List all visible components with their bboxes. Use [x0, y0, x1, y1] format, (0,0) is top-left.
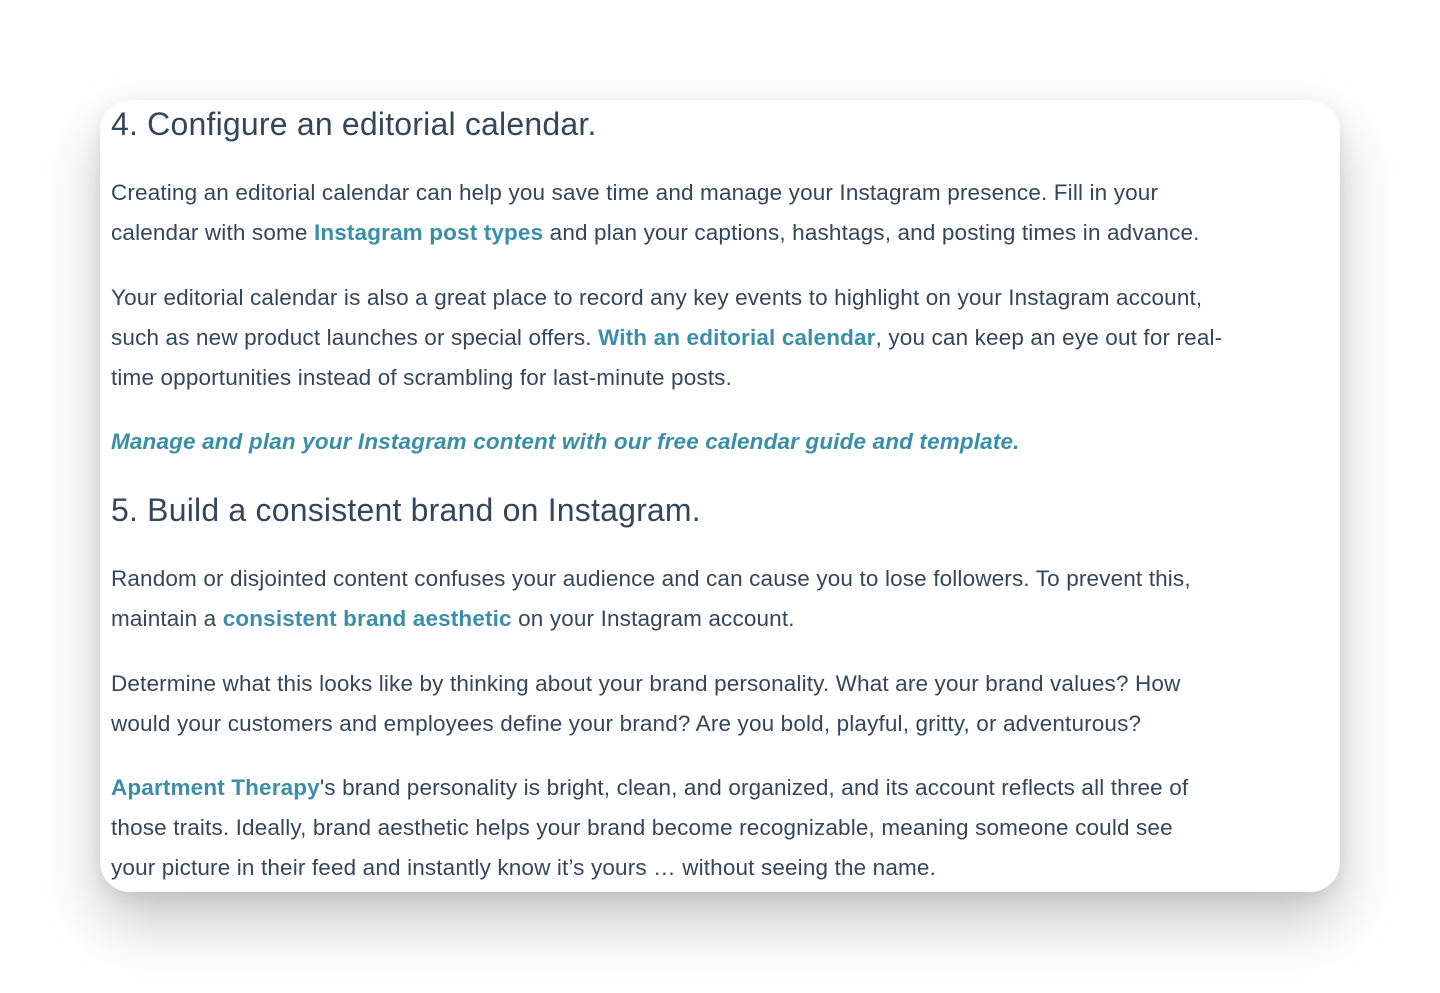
section-4-paragraph-1: Creating an editorial calendar can help … [111, 173, 1200, 253]
text-line: Random or disjointed content confuses yo… [111, 566, 1191, 591]
section-5-paragraph-1: Random or disjointed content confuses yo… [111, 559, 1191, 639]
instagram-post-types-link[interactable]: Instagram post types [313, 220, 544, 245]
text-line: those traits. Ideally, brand aesthetic h… [111, 815, 1173, 840]
text: maintain a [111, 606, 223, 631]
text-line: calendar with some Instagram post types … [111, 213, 1200, 253]
text-line: would your customers and employees defin… [111, 711, 1142, 736]
text-line: Your editorial calendar is also a great … [111, 285, 1203, 310]
calendar-guide-link[interactable]: Manage and plan your Instagram content w… [111, 429, 1020, 454]
text: , you can keep an eye out for real- [875, 325, 1223, 350]
text: such as new product launches or special … [111, 325, 599, 350]
section-5-heading: 5. Build a consistent brand on Instagram… [111, 492, 701, 528]
text: 's brand personality is bright, clean, a… [319, 775, 1189, 800]
text-line: your picture in their feed and instantly… [111, 855, 936, 880]
text-line: time opportunities instead of scrambling… [111, 365, 732, 390]
article-card: 4. Configure an editorial calendar. Crea… [100, 100, 1340, 892]
text: and plan your captions, hashtags, and po… [543, 220, 1200, 245]
section-5-paragraph-2: Determine what this looks like by thinki… [111, 664, 1180, 744]
section-4-heading: 4. Configure an editorial calendar. [111, 106, 597, 142]
text-line: Determine what this looks like by thinki… [111, 671, 1181, 696]
calendar-guide-cta: Manage and plan your Instagram content w… [111, 422, 1020, 462]
text: on your Instagram account. [511, 606, 795, 631]
text-line: maintain a consistent brand aesthetic on… [111, 599, 1191, 639]
apartment-therapy-link[interactable]: Apartment Therapy [111, 775, 320, 800]
text: calendar with some [111, 220, 314, 245]
text-line: Creating an editorial calendar can help … [111, 180, 1159, 205]
text-line: Apartment Therapy's brand personality is… [111, 768, 1188, 808]
section-5-paragraph-3: Apartment Therapy's brand personality is… [111, 768, 1188, 888]
editorial-calendar-link[interactable]: With an editorial calendar [598, 325, 876, 350]
brand-aesthetic-link[interactable]: consistent brand aesthetic [222, 606, 512, 631]
text-line: such as new product launches or special … [111, 318, 1222, 358]
section-4-paragraph-2: Your editorial calendar is also a great … [111, 278, 1222, 398]
